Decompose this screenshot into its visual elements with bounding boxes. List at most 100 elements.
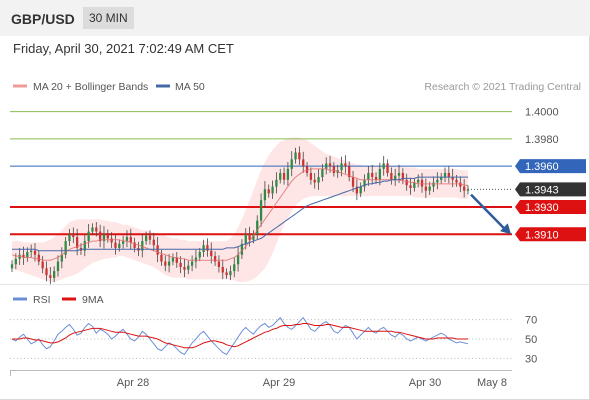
candle-body xyxy=(156,245,159,255)
candle-body xyxy=(148,235,152,240)
candle-body xyxy=(451,177,454,180)
candle-body xyxy=(187,265,190,270)
candle-body xyxy=(359,186,362,194)
candle-body xyxy=(351,177,355,187)
candle-body xyxy=(263,189,267,201)
legend-swatch-ma50 xyxy=(156,84,170,88)
candle-body xyxy=(309,172,313,180)
legend-swatch-ma20 xyxy=(13,84,27,88)
candle-body xyxy=(424,186,427,191)
candle-body xyxy=(282,172,286,180)
forecast-arrow-shaft xyxy=(470,193,506,231)
candle-body xyxy=(374,177,378,180)
rsi-9ma-line xyxy=(12,323,468,349)
candle-body xyxy=(244,234,247,244)
candle-body xyxy=(259,200,263,221)
bollinger-band xyxy=(12,137,468,282)
candle-body xyxy=(279,172,282,180)
level-tag-1.3960 xyxy=(515,159,586,174)
candle-body xyxy=(91,227,94,232)
candle-body xyxy=(167,261,171,266)
candle-body xyxy=(14,258,17,265)
level-labels: 1.4000 1.3980 1.3960 1.3943 1.3930 1.3910 xyxy=(515,107,586,242)
candle-body xyxy=(378,168,382,180)
candle-body xyxy=(26,252,29,258)
candle-body xyxy=(420,179,424,187)
candle-body xyxy=(290,159,293,169)
candle-body xyxy=(110,238,113,243)
candle-body xyxy=(443,172,447,178)
bollinger-band-area xyxy=(12,137,468,282)
candle-body xyxy=(102,234,106,242)
candle-body xyxy=(397,172,401,176)
candle-body xyxy=(87,231,90,242)
timeframe-button[interactable]: 30 MIN xyxy=(83,7,134,29)
candle-body xyxy=(340,163,343,171)
candle-body xyxy=(213,256,217,262)
copyright-label: Research © 2021 Trading Central xyxy=(424,81,581,93)
candle-body xyxy=(455,179,458,183)
x-tick-label: Apr 29 xyxy=(263,377,295,389)
candle-body xyxy=(56,261,60,272)
candle-body xyxy=(294,152,297,160)
candle-body xyxy=(432,182,435,187)
candle-body xyxy=(440,177,443,180)
candle-body xyxy=(302,159,305,167)
rsi-line xyxy=(11,316,469,356)
candle-body xyxy=(129,237,132,243)
candle-body xyxy=(236,254,240,265)
candle-body xyxy=(466,189,470,191)
rsi-tick-30: 30 xyxy=(525,353,537,365)
level-tag-1.3930 xyxy=(515,200,586,215)
level-label-1.4000: 1.4000 xyxy=(525,107,559,119)
candle-body xyxy=(409,185,412,188)
candle-body xyxy=(256,220,259,235)
rsi-legend: RSI 9MA xyxy=(13,294,104,306)
candle-body xyxy=(30,250,33,253)
candle-body xyxy=(401,172,405,180)
candle-body xyxy=(459,182,462,187)
candle-body xyxy=(179,262,182,268)
candle-body xyxy=(321,168,324,178)
candle-body xyxy=(217,261,221,268)
candle-body xyxy=(33,250,37,255)
candle-body xyxy=(95,227,98,232)
candle-body xyxy=(190,261,194,266)
candle-body xyxy=(160,254,163,262)
moving-averages xyxy=(11,168,468,261)
candle-body xyxy=(355,186,359,194)
candle-body xyxy=(53,271,56,278)
candle-body xyxy=(198,252,201,258)
candle-body xyxy=(68,234,71,242)
candle-body xyxy=(240,243,244,255)
candle-body xyxy=(98,231,102,242)
candle-body xyxy=(348,166,351,178)
candle-body xyxy=(37,254,40,262)
candle-body xyxy=(248,234,251,240)
candle-body xyxy=(18,254,21,259)
forecast-arrow xyxy=(470,193,511,235)
rsi-tick-70: 70 xyxy=(525,315,537,327)
candle-body xyxy=(386,163,389,173)
candle-body xyxy=(75,237,79,248)
candle-body xyxy=(202,245,205,253)
level-tag-1.3910 xyxy=(515,227,586,242)
candle-body xyxy=(390,172,393,180)
candle-body xyxy=(221,267,224,273)
candle-body xyxy=(22,254,25,258)
candle-body xyxy=(121,241,125,244)
level-label-1.3910: 1.3910 xyxy=(525,229,559,241)
x-tick-label: Apr 30 xyxy=(409,377,441,389)
candle-body xyxy=(328,163,332,167)
ma50-line xyxy=(12,176,468,252)
level-label-1.3980: 1.3980 xyxy=(525,134,559,146)
rsi-y-axis: 70 50 30 xyxy=(525,315,537,366)
rsi-lines xyxy=(11,316,469,356)
candle-body xyxy=(286,168,290,180)
forecast-arrow-head xyxy=(500,223,511,235)
candle-body xyxy=(447,172,450,178)
candle-body xyxy=(183,267,186,270)
level-label-1.3943: 1.3943 xyxy=(525,184,559,196)
candle-body xyxy=(171,257,175,262)
